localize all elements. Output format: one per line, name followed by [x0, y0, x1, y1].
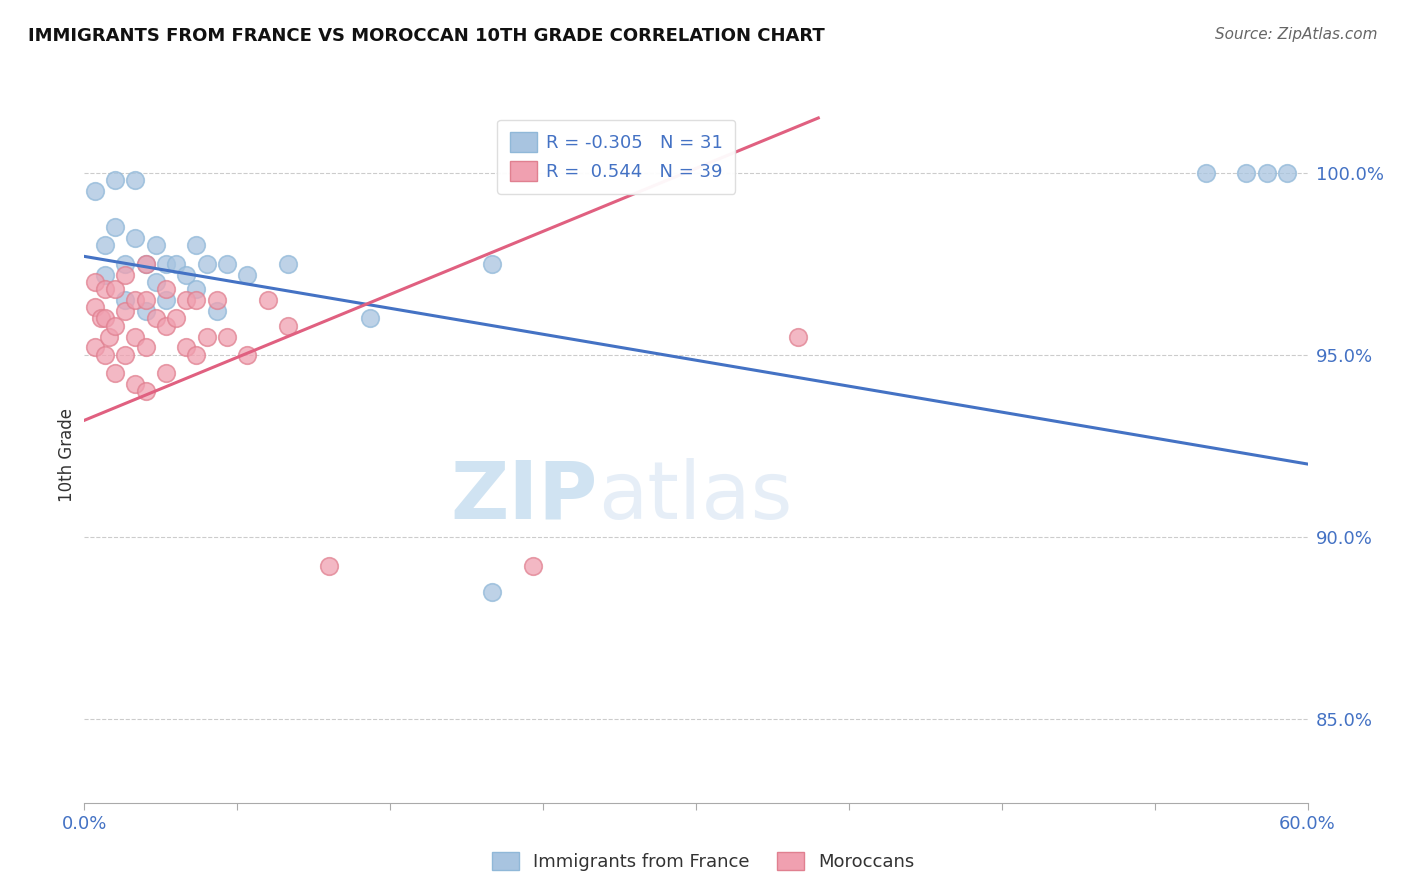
Point [318, 559, 340, 574]
Point [93, 282, 117, 296]
Point [114, 348, 136, 362]
Point [135, 293, 157, 307]
Point [90, 311, 112, 326]
Point [165, 257, 187, 271]
Point [114, 293, 136, 307]
Y-axis label: 10th Grade: 10th Grade [58, 408, 76, 502]
Point [135, 341, 157, 355]
Point [124, 293, 146, 307]
Point [217, 329, 239, 343]
Point [481, 257, 503, 271]
Point [236, 348, 259, 362]
Point [135, 257, 157, 271]
Point [97, 329, 120, 343]
Point [155, 282, 177, 296]
Point [1256, 166, 1278, 180]
Point [93, 238, 117, 252]
Text: atlas: atlas [598, 458, 793, 536]
Point [186, 348, 208, 362]
Point [83, 301, 105, 315]
Point [83, 184, 105, 198]
Point [83, 341, 105, 355]
Text: IMMIGRANTS FROM FRANCE VS MOROCCAN 10TH GRADE CORRELATION CHART: IMMIGRANTS FROM FRANCE VS MOROCCAN 10TH … [28, 27, 825, 45]
Point [104, 220, 127, 235]
Point [135, 384, 157, 399]
Point [104, 318, 127, 333]
Point [165, 311, 187, 326]
Point [155, 257, 177, 271]
Point [217, 257, 239, 271]
Point [114, 257, 136, 271]
Point [277, 318, 299, 333]
Point [124, 329, 146, 343]
Point [205, 293, 228, 307]
Point [787, 329, 810, 343]
Point [155, 366, 177, 380]
Point [145, 238, 167, 252]
Point [186, 293, 208, 307]
Point [114, 304, 136, 318]
Point [277, 257, 299, 271]
Point [93, 311, 117, 326]
Point [522, 559, 544, 574]
Point [195, 257, 218, 271]
Point [195, 329, 218, 343]
Point [114, 268, 136, 282]
Point [176, 293, 198, 307]
Point [359, 311, 381, 326]
Point [135, 304, 157, 318]
Point [104, 173, 127, 187]
Point [124, 376, 146, 391]
Point [176, 268, 198, 282]
Point [205, 304, 228, 318]
Point [135, 257, 157, 271]
Point [186, 282, 208, 296]
Point [145, 275, 167, 289]
Point [145, 311, 167, 326]
Point [93, 348, 117, 362]
Point [104, 282, 127, 296]
Text: ZIP: ZIP [451, 458, 598, 536]
Point [93, 268, 117, 282]
Point [155, 318, 177, 333]
Point [124, 173, 146, 187]
Point [236, 268, 259, 282]
Point [1195, 166, 1218, 180]
Point [104, 366, 127, 380]
Text: Source: ZipAtlas.com: Source: ZipAtlas.com [1215, 27, 1378, 42]
Point [257, 293, 280, 307]
Point [1236, 166, 1258, 180]
Legend: Immigrants from France, Moroccans: Immigrants from France, Moroccans [484, 845, 922, 879]
Point [176, 341, 198, 355]
Point [124, 231, 146, 245]
Point [186, 238, 208, 252]
Point [155, 293, 177, 307]
Point [83, 275, 105, 289]
Point [481, 584, 503, 599]
Point [1277, 166, 1299, 180]
Legend: R = -0.305   N = 31, R =  0.544   N = 39: R = -0.305 N = 31, R = 0.544 N = 39 [498, 120, 735, 194]
